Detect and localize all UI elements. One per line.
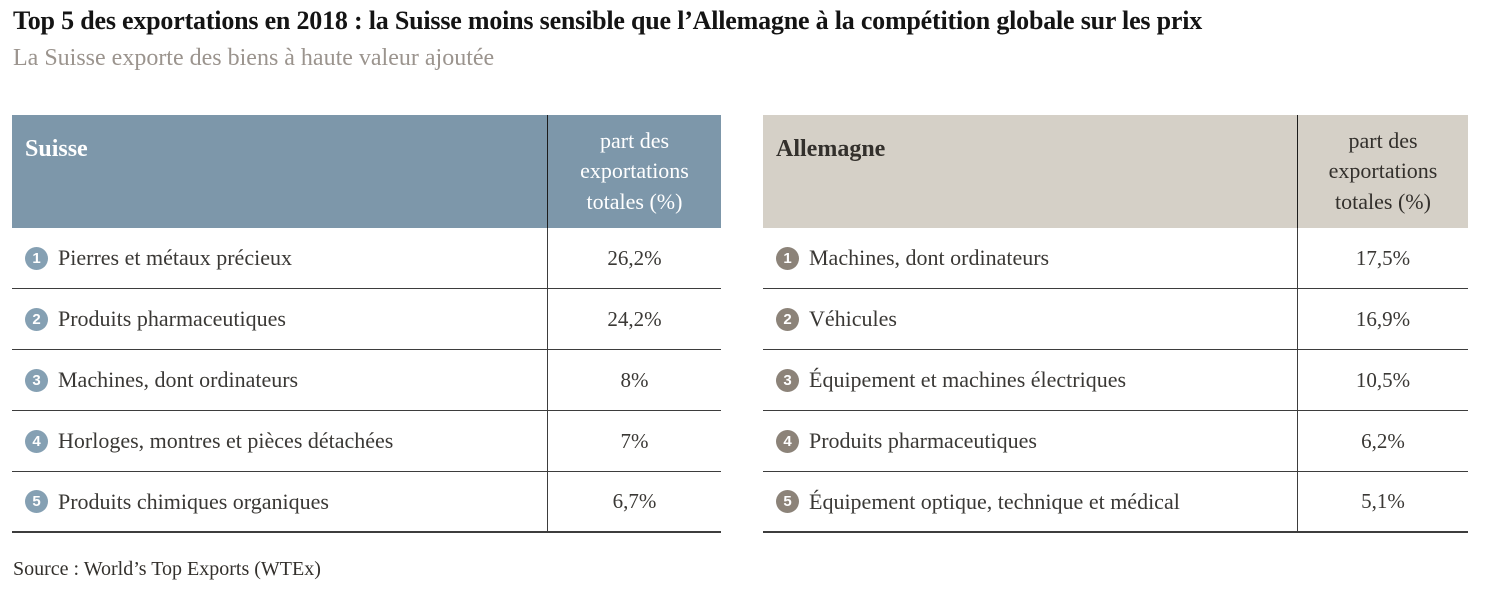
row-value: 16,9% [1297, 289, 1468, 349]
rank-badge: 4 [25, 429, 48, 453]
row-value: 26,2% [547, 228, 721, 288]
rank-badge: 1 [25, 246, 48, 270]
table-suisse-title: Suisse [25, 136, 88, 162]
table-allemagne-header: Allemagne part des exportations totales … [763, 115, 1468, 228]
row-label: Équipement et machines électriques [809, 367, 1127, 392]
table-row: 5 Équipement optique, technique et médic… [763, 472, 1468, 533]
table-row: 3 Machines, dont ordinateurs 8% [12, 350, 721, 411]
table-row: 1 Pierres et métaux précieux 26,2% [12, 228, 721, 289]
row-label-cell: 4 Produits pharmaceutiques [763, 411, 1297, 471]
table-row: 2 Produits pharmaceutiques 24,2% [12, 289, 721, 350]
row-label-cell: 3 Machines, dont ordinateurs [12, 350, 547, 410]
table-row: 2 Véhicules 16,9% [763, 289, 1468, 350]
row-label: Horloges, montres et pièces détachées [58, 428, 394, 453]
row-label-cell: 5 Produits chimiques organiques [12, 472, 547, 531]
row-label-cell: 4 Horloges, montres et pièces détachées [12, 411, 547, 471]
row-value: 5,1% [1297, 472, 1468, 531]
table-allemagne: Allemagne part des exportations totales … [763, 115, 1468, 533]
row-label-cell: 2 Véhicules [763, 289, 1297, 349]
row-value: 10,5% [1297, 350, 1468, 410]
row-value: 8% [547, 350, 721, 410]
row-label: Produits pharmaceutiques [809, 428, 1037, 453]
table-row: 5 Produits chimiques organiques 6,7% [12, 472, 721, 533]
row-label-cell: 1 Pierres et métaux précieux [12, 228, 547, 288]
table-row: 4 Horloges, montres et pièces détachées … [12, 411, 721, 472]
row-value: 24,2% [547, 289, 721, 349]
table-row: 3 Équipement et machines électriques 10,… [763, 350, 1468, 411]
row-label: Machines, dont ordinateurs [58, 367, 299, 392]
row-label: Pierres et métaux précieux [58, 245, 292, 270]
rank-badge: 5 [25, 490, 48, 513]
row-value: 6,2% [1297, 411, 1468, 471]
row-label: Équipement optique, technique et médical [809, 488, 1180, 514]
table-row: 1 Machines, dont ordinateurs 17,5% [763, 228, 1468, 289]
rank-badge: 1 [776, 246, 799, 270]
tables-container: Suisse part des exportations totales (%)… [12, 115, 1468, 533]
table-row: 4 Produits pharmaceutiques 6,2% [763, 411, 1468, 472]
row-label: Produits chimiques organiques [58, 488, 329, 514]
page-subtitle: La Suisse exporte des biens à haute vale… [13, 45, 495, 71]
row-label-cell: 5 Équipement optique, technique et médic… [763, 472, 1297, 531]
row-label: Produits pharmaceutiques [58, 306, 286, 331]
row-label: Véhicules [809, 306, 897, 331]
row-label: Machines, dont ordinateurs [809, 245, 1050, 270]
row-label-cell: 3 Équipement et machines électriques [763, 350, 1297, 410]
table-allemagne-title: Allemagne [776, 136, 886, 162]
rank-badge: 4 [776, 429, 799, 453]
rank-badge: 5 [776, 490, 799, 513]
page-title: Top 5 des exportations en 2018 : la Suis… [13, 6, 1203, 35]
table-suisse: Suisse part des exportations totales (%)… [12, 115, 721, 533]
rank-badge: 2 [25, 307, 48, 331]
table-suisse-value-column-header: part des exportations totales (%) [547, 115, 721, 228]
rank-badge: 3 [776, 368, 799, 392]
rank-badge: 3 [25, 368, 48, 392]
row-label-cell: 1 Machines, dont ordinateurs [763, 228, 1297, 288]
row-value: 7% [547, 411, 721, 471]
table-suisse-header: Suisse part des exportations totales (%) [12, 115, 721, 228]
row-label-cell: 2 Produits pharmaceutiques [12, 289, 547, 349]
rank-badge: 2 [776, 307, 799, 331]
row-value: 6,7% [547, 472, 721, 531]
source-note: Source : World’s Top Exports (WTEx) [13, 558, 321, 580]
table-allemagne-value-column-header: part des exportations totales (%) [1297, 115, 1468, 228]
row-value: 17,5% [1297, 228, 1468, 288]
